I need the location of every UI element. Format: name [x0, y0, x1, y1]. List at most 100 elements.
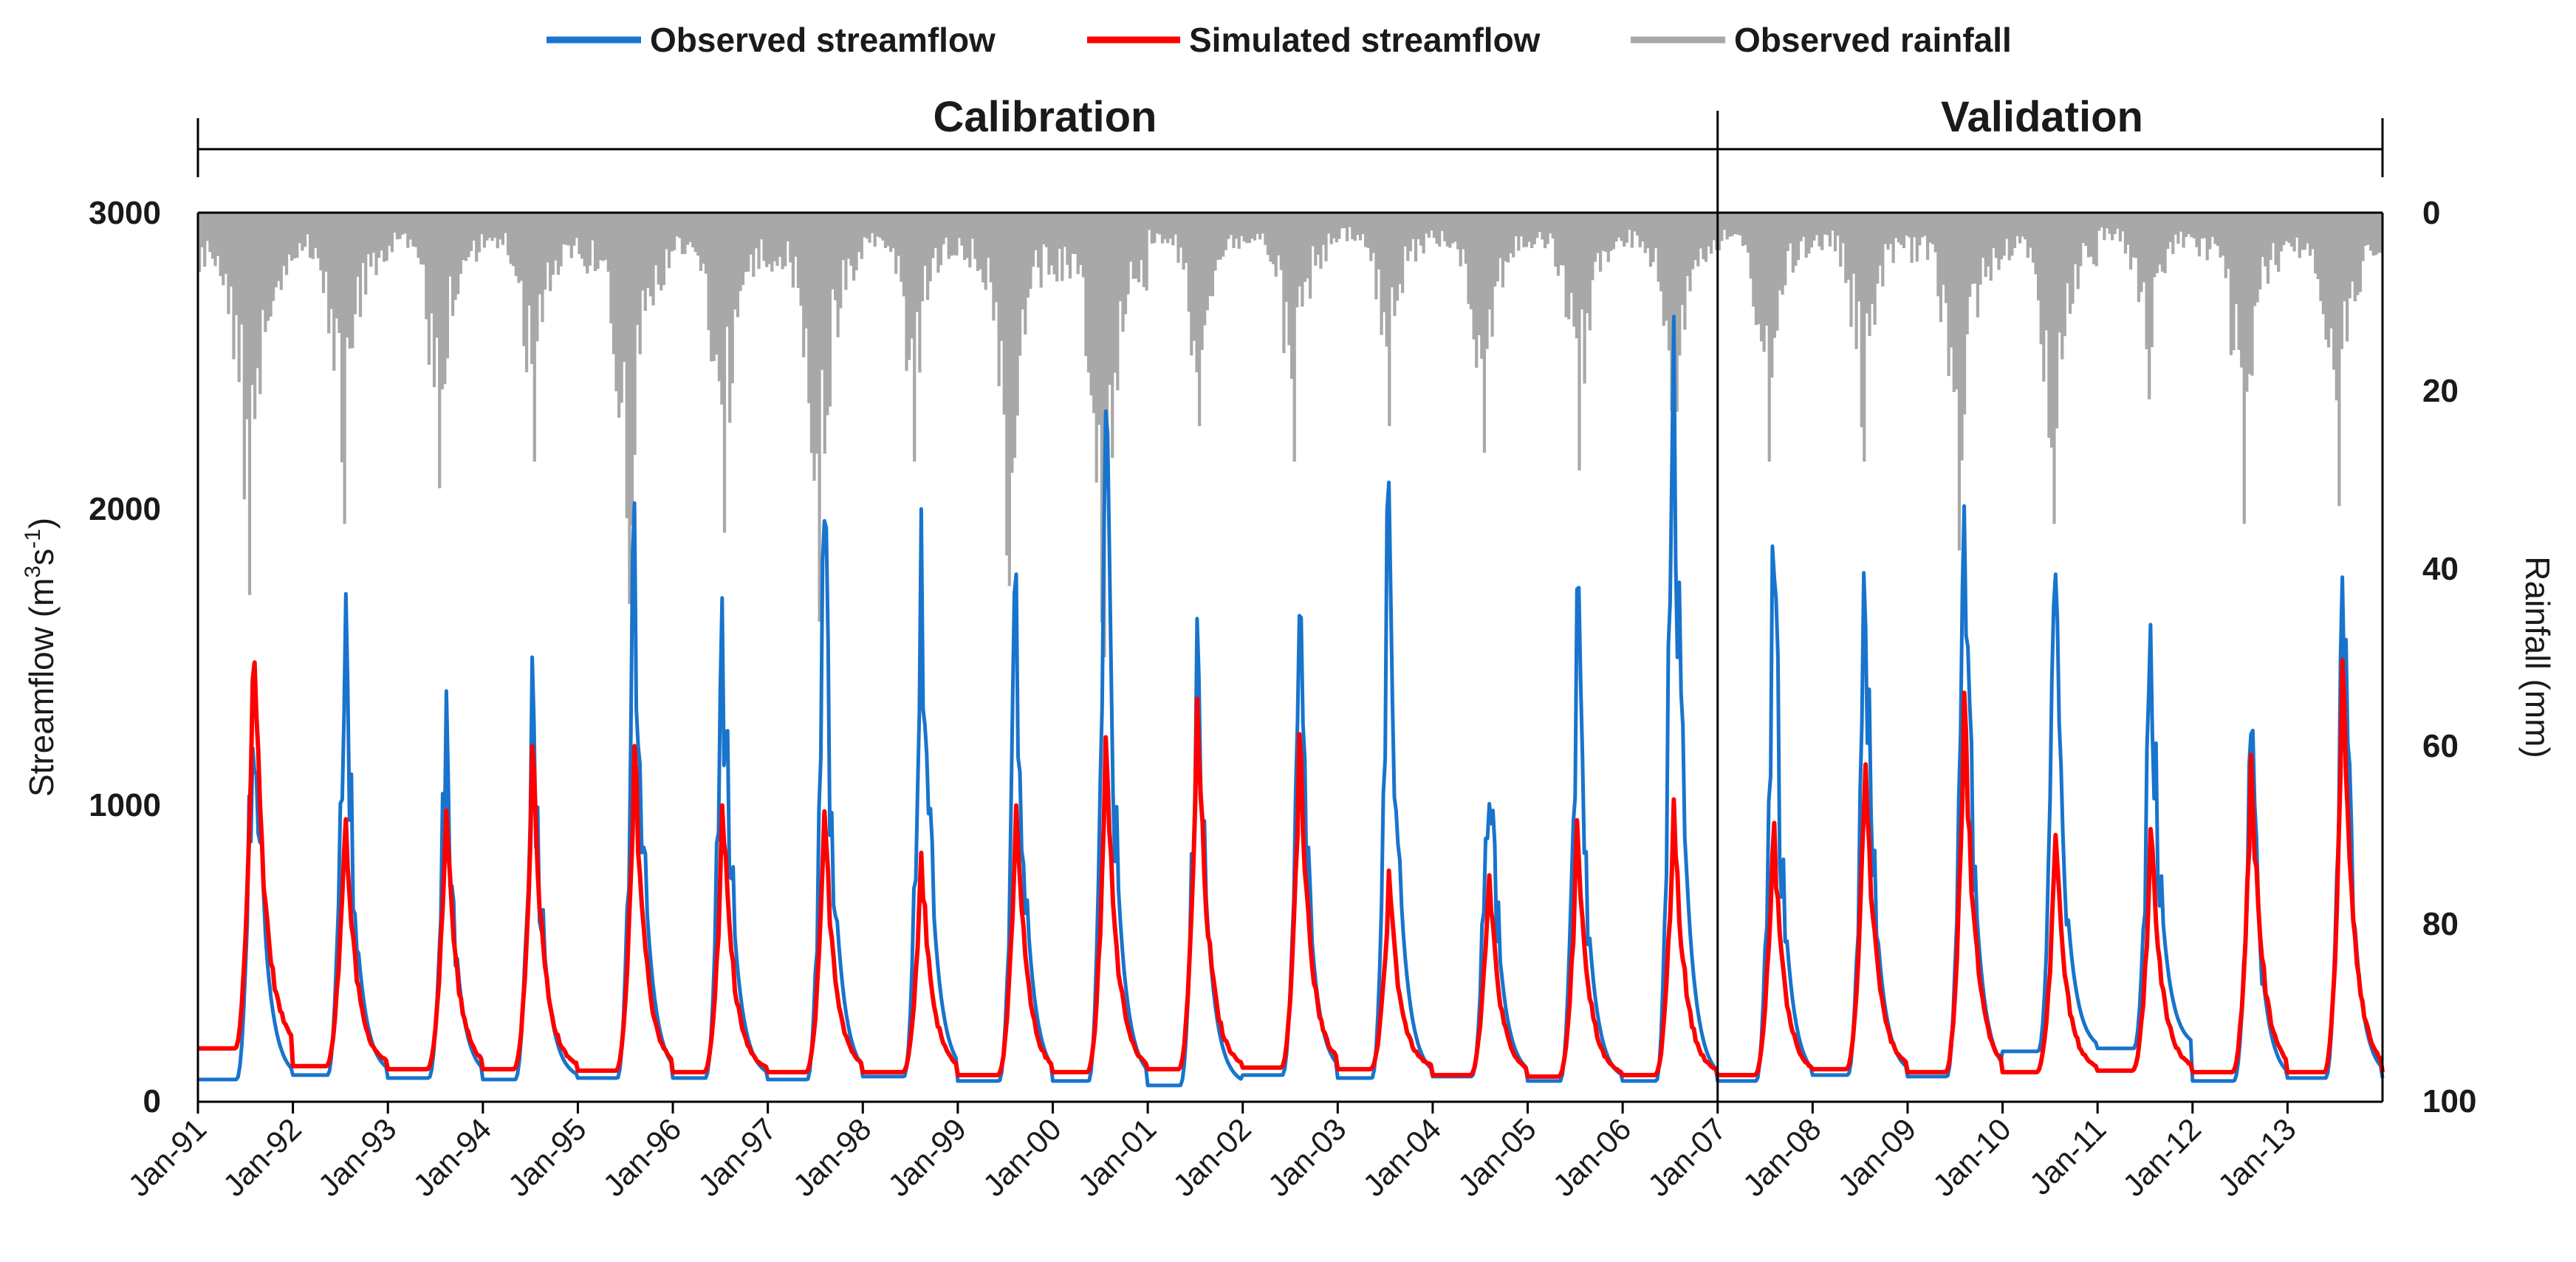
rainfall-bar [1498, 213, 1502, 258]
rainfall-bar [1395, 213, 1400, 301]
rainfall-bar [1564, 213, 1568, 318]
rainfall-bar [2024, 213, 2027, 240]
rainfall-bar [1556, 213, 1560, 276]
rainfall-bar [2366, 213, 2370, 245]
rainfall-bar [1061, 213, 1064, 281]
rainfall-bar [2232, 213, 2236, 351]
rainfall-bar [1097, 213, 1101, 425]
rainfall-bar [321, 213, 326, 293]
rainfall-bar [1250, 213, 1254, 239]
rainfall-bar [242, 213, 246, 500]
rainfall-bar [1398, 213, 1402, 284]
rainfall-bar [2113, 213, 2117, 235]
rainfall-bar [2026, 213, 2029, 258]
rainfall-bar [1683, 213, 1687, 330]
x-tick-label: Jan-95 [501, 1111, 593, 1203]
rainfall-bar [538, 213, 541, 295]
rainfall-bar [1282, 213, 1286, 354]
rainfall-bar [923, 213, 927, 267]
rainfall-bar [1351, 213, 1354, 239]
rainfall-bar [2292, 213, 2296, 252]
rainfall-bar [1311, 213, 1315, 247]
rainfall-bar [1031, 213, 1035, 267]
rainfall-bar [1749, 213, 1753, 279]
rainfall-bar [1366, 213, 1370, 248]
rainfall-bar [2158, 213, 2162, 265]
rainfall-bar [889, 213, 893, 253]
rainfall-bar [865, 213, 869, 239]
rainfall-bar [1459, 213, 1462, 267]
rainfall-bar [1129, 213, 1133, 262]
rainfall-bar [804, 213, 808, 329]
rainfall-bar [364, 213, 368, 295]
rainfall-bar [1216, 213, 1220, 260]
rainfall-bar [269, 213, 273, 317]
rainfall-bar [2247, 213, 2251, 374]
rainfall-bar [1256, 213, 1259, 234]
rainfall-bar [562, 213, 566, 244]
rainfall-bar [784, 213, 787, 267]
rainfall-bar [430, 213, 434, 314]
rainfall-bar [596, 213, 600, 270]
rainfall-bar [1923, 213, 1927, 236]
rainfall-bar [1435, 213, 1439, 244]
rainfall-bar [1229, 213, 1233, 236]
rainfall-bar [599, 213, 603, 261]
rainfall-bar [818, 213, 821, 622]
rainfall-bar [1599, 213, 1603, 272]
rainfall-bar [759, 213, 764, 240]
rainfall-bar [1910, 213, 1914, 263]
rainfall-bar [828, 213, 832, 407]
rainfall-bar [2351, 213, 2354, 282]
rainfall-bar [778, 213, 782, 257]
rainfall-bar [920, 213, 925, 301]
rainfall-bar [665, 213, 668, 250]
rainfall-bar [2049, 213, 2054, 448]
rainfall-bar [1849, 213, 1853, 327]
rainfall-bar [657, 213, 660, 285]
rainfall-bar [1058, 213, 1061, 249]
rainfall-bar [2284, 213, 2288, 241]
rainfall-bar [1210, 213, 1214, 297]
rainfall-bar [2216, 213, 2220, 246]
rainfall-bar [250, 213, 254, 385]
rainfall-bar [292, 213, 296, 258]
rainfall-bar [942, 213, 945, 244]
rainfall-bar [2121, 213, 2125, 232]
rainfall-bar [1572, 213, 1576, 327]
rainfall-bar [2044, 213, 2048, 331]
rainfall-bar [551, 213, 555, 275]
rainfall-bar [1179, 213, 1183, 248]
rainfall-bar [586, 213, 589, 274]
rainfall-bar [219, 213, 222, 276]
rainfall-bar [1512, 213, 1515, 258]
rainfall-bar [517, 213, 521, 284]
rainfall-bar [2086, 213, 2091, 258]
rainfall-bar [1583, 213, 1586, 384]
rainfall-bar [451, 213, 455, 316]
rainfall-bar [504, 213, 507, 233]
rainfall-bar [1414, 213, 1418, 262]
rainfall-bar [353, 213, 357, 315]
rainfall-bar [1575, 213, 1578, 339]
rainfall-bar [902, 213, 905, 297]
rainfall-bar [1148, 213, 1151, 230]
rainfall-bar [741, 213, 745, 285]
rainfall-bar [358, 213, 363, 318]
rainfall-bar [1818, 213, 1821, 247]
rainfall-bar [1166, 213, 1170, 244]
rainfall-bar [1000, 213, 1004, 341]
rainfall-bar [1960, 213, 1964, 461]
x-tick-label: Jan-07 [1641, 1111, 1733, 1203]
rainfall-bar [1722, 213, 1727, 230]
rainfall-bar [1646, 213, 1650, 249]
rainfall-bar [2348, 213, 2351, 298]
rainfall-bar [544, 213, 547, 290]
rainfall-bar [717, 213, 721, 382]
rainfall-bar [314, 213, 318, 248]
rainfall-bar [1833, 213, 1837, 252]
x-tick-label: Jan-12 [2116, 1111, 2207, 1203]
y-tick-label: 1000 [89, 787, 161, 823]
rainfall-bar [422, 213, 425, 265]
